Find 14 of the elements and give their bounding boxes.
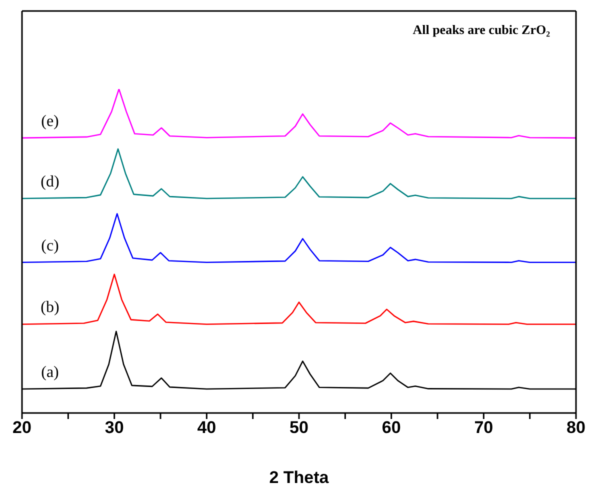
x-tick-label: 50 bbox=[290, 418, 308, 438]
series-label: (c) bbox=[41, 237, 59, 254]
series-label: (e) bbox=[41, 112, 59, 130]
series-label: (a) bbox=[41, 364, 59, 382]
x-tick-label: 30 bbox=[104, 418, 124, 438]
x-tick-label: 80 bbox=[566, 418, 586, 438]
x-axis-title: 2 Theta bbox=[269, 468, 330, 487]
x-tick-label: 70 bbox=[474, 418, 494, 438]
series-label: (d) bbox=[40, 174, 60, 191]
series-label: (b) bbox=[40, 299, 60, 316]
x-tick-label: 60 bbox=[382, 418, 401, 438]
text: All peaks are cubic ZrO₂ bbox=[412, 22, 550, 38]
x-tick-label: 20 bbox=[12, 418, 32, 438]
x-tick-label: 40 bbox=[197, 418, 216, 438]
